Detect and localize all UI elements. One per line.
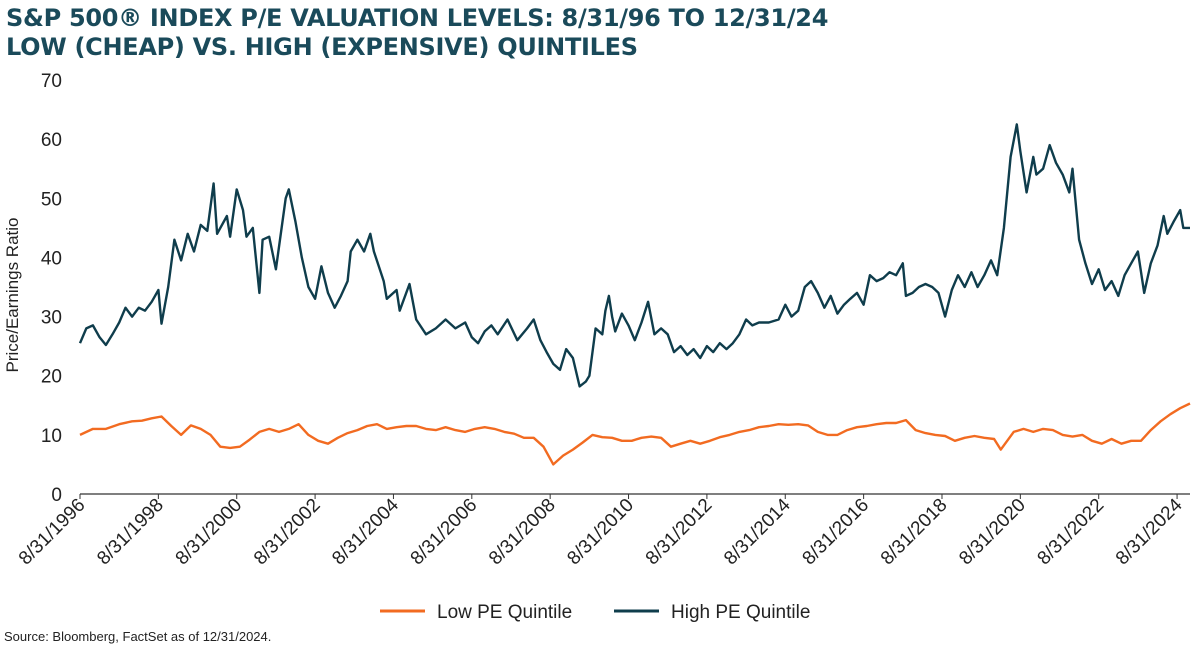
x-tick-label: 8/31/2020 <box>955 495 1030 570</box>
x-tick-label: 8/31/2006 <box>407 495 482 570</box>
source-note: Source: Bloomberg, FactSet as of 12/31/2… <box>4 629 272 644</box>
legend-label-high-pe: High PE Quintile <box>671 602 810 623</box>
y-axis: 0 10 20 30 40 50 60 70 <box>41 71 62 506</box>
y-axis-label: Price/Earnings Ratio <box>3 218 22 373</box>
y-tick-label: 50 <box>41 189 62 210</box>
y-tick-label: 20 <box>41 367 62 388</box>
x-tick-label: 8/31/2004 <box>328 494 403 569</box>
series-line-low-pe-quintile <box>79 402 1191 466</box>
x-tick-label: 8/31/2012 <box>642 495 717 570</box>
x-tick-label: 8/31/2014 <box>720 494 795 569</box>
y-tick-label: 60 <box>41 130 62 151</box>
y-tick-label: 30 <box>41 308 62 329</box>
x-tick-label: 8/31/2008 <box>485 495 560 570</box>
y-tick-label: 40 <box>41 248 62 269</box>
x-tick-label: 8/31/2000 <box>172 495 247 570</box>
series-layer <box>78 123 1191 466</box>
legend-label-low-pe: Low PE Quintile <box>437 602 572 623</box>
legend: Low PE Quintile High PE Quintile <box>380 602 810 623</box>
chart-title-line-2: LOW (CHEAP) VS. HIGH (EXPENSIVE) QUINTIL… <box>6 33 638 61</box>
chart-title-line-1: S&P 500® INDEX P/E VALUATION LEVELS: 8/3… <box>6 4 829 32</box>
y-tick-label: 10 <box>41 426 62 447</box>
y-tick-label: 70 <box>41 71 62 92</box>
x-tick-label: 8/31/2010 <box>563 495 638 570</box>
x-tick-label: 8/31/2022 <box>1034 495 1109 570</box>
y-tick-label: 0 <box>51 485 62 506</box>
x-tick-label: 8/31/2016 <box>799 495 874 570</box>
x-tick-label: 8/31/1998 <box>93 495 168 570</box>
x-tick-label: 8/31/2002 <box>250 495 325 570</box>
x-axis: 8/31/1996 8/31/1998 8/31/2000 8/31/2002 8/31… <box>15 493 1190 570</box>
x-tick-label: 8/31/2018 <box>877 495 952 570</box>
series-line-high-pe-quintile <box>78 123 1190 388</box>
x-tick-label: 8/31/2024 <box>1112 494 1187 569</box>
